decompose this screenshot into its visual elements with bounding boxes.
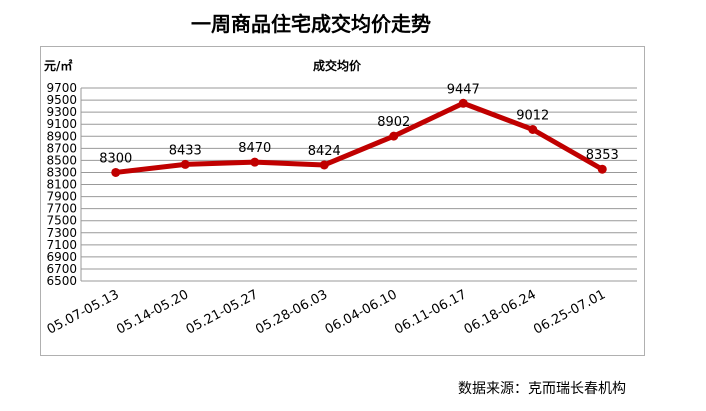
y-axis-ticks: 6500670069007100730075007700790081008300… bbox=[46, 81, 77, 288]
x-tick-label: 05.14-05.20 bbox=[114, 287, 191, 337]
data-point bbox=[319, 160, 329, 170]
data-point bbox=[180, 159, 190, 169]
x-tick-label: 06.18-06.24 bbox=[462, 287, 539, 337]
data-point bbox=[528, 124, 538, 134]
y-tick-label: 7900 bbox=[46, 190, 77, 204]
data-point bbox=[250, 157, 260, 167]
y-tick-label: 8700 bbox=[46, 141, 77, 155]
x-tick-label: 06.25-07.01 bbox=[531, 287, 608, 337]
series-line bbox=[113, 100, 605, 175]
y-tick-label: 7500 bbox=[46, 214, 77, 228]
data-points bbox=[111, 98, 607, 177]
gridlines bbox=[80, 87, 637, 282]
data-label: 8300 bbox=[99, 151, 132, 166]
y-tick-label: 7300 bbox=[46, 226, 77, 240]
y-tick-label: 8100 bbox=[46, 178, 77, 192]
y-tick-label: 6700 bbox=[46, 262, 77, 276]
data-label: 9012 bbox=[516, 108, 549, 123]
data-point bbox=[389, 131, 399, 141]
y-tick-label: 8300 bbox=[46, 165, 77, 179]
data-label: 8424 bbox=[308, 144, 341, 159]
chart-frame bbox=[40, 46, 645, 356]
chart-title: 一周商品住宅成交均价走势 bbox=[191, 12, 431, 36]
data-point bbox=[458, 98, 468, 108]
y-tick-label: 6900 bbox=[46, 250, 77, 264]
y-axis-unit-label: 元/㎡ bbox=[44, 58, 72, 73]
y-tick-label: 9100 bbox=[46, 117, 77, 131]
y-tick-label: 7700 bbox=[46, 202, 77, 216]
data-point bbox=[111, 167, 121, 177]
y-tick-label: 9300 bbox=[46, 105, 77, 119]
x-tick-label: 06.04-06.10 bbox=[323, 287, 400, 337]
data-label: 8470 bbox=[238, 141, 271, 156]
data-label: 8902 bbox=[377, 115, 410, 130]
y-tick-label: 9500 bbox=[46, 93, 77, 107]
x-tick-label: 05.28-06.03 bbox=[253, 287, 330, 337]
data-label: 8353 bbox=[586, 148, 619, 163]
data-label: 9447 bbox=[447, 82, 480, 97]
x-tick-label: 05.07-05.13 bbox=[45, 287, 122, 337]
y-tick-label: 9700 bbox=[46, 81, 77, 95]
x-axis-ticks: 05.07-05.1305.14-05.2005.21-05.2705.28-0… bbox=[45, 287, 608, 337]
chart-subtitle: 成交均价 bbox=[313, 58, 362, 73]
x-tick-label: 06.11-06.17 bbox=[392, 287, 469, 337]
y-tick-label: 6500 bbox=[46, 274, 77, 288]
y-tick-label: 7100 bbox=[46, 238, 77, 252]
y-tick-label: 8900 bbox=[46, 129, 77, 143]
data-labels: 8300 8433 8470 8424 8902 9447 9012 8353 bbox=[99, 82, 619, 166]
y-tick-label: 8500 bbox=[46, 153, 77, 167]
data-label: 8433 bbox=[169, 143, 202, 158]
data-point bbox=[597, 164, 607, 174]
source-note: 数据来源：克而瑞长春机构 bbox=[458, 381, 626, 397]
x-tick-label: 05.21-05.27 bbox=[184, 287, 261, 337]
